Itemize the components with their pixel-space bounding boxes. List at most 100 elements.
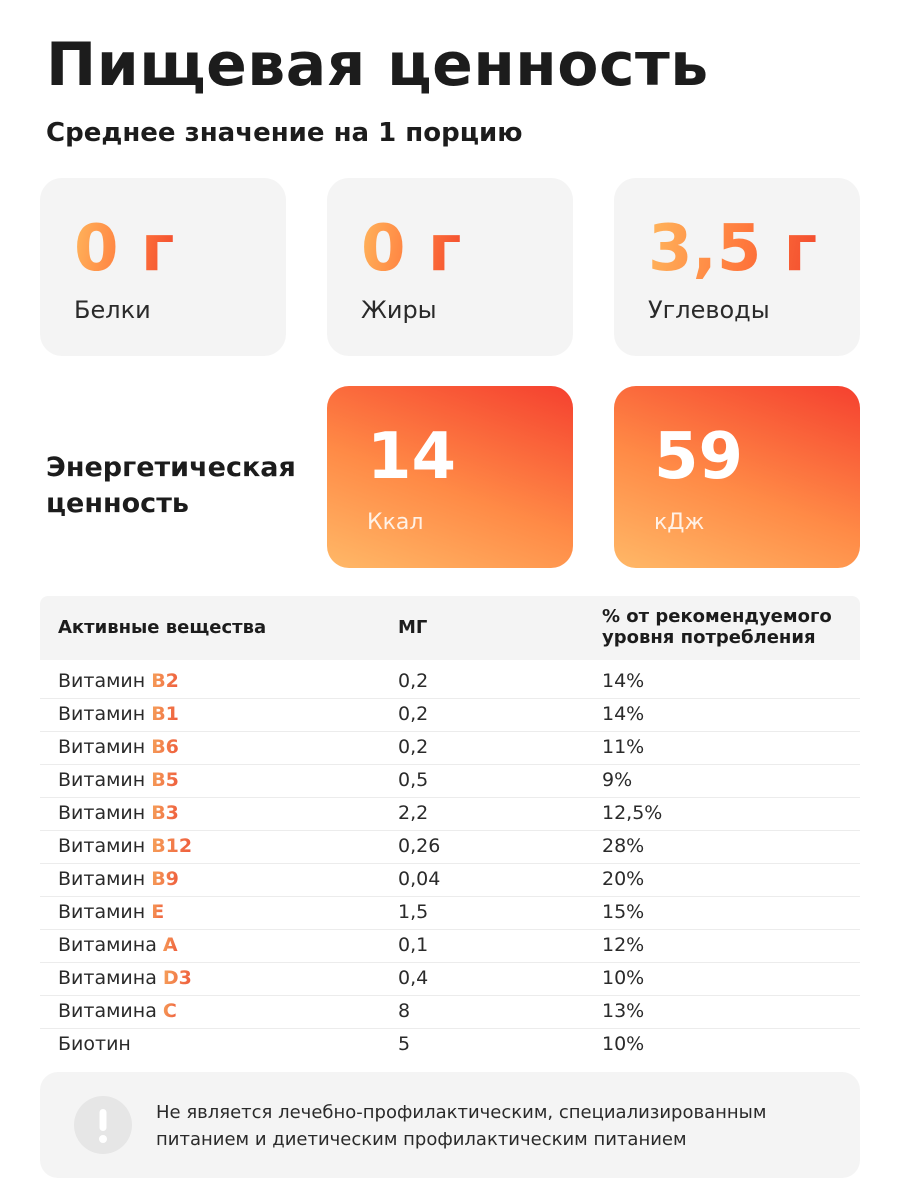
header-mg: МГ bbox=[398, 617, 428, 638]
energy-card-kcal: 14 Ккал bbox=[327, 386, 573, 568]
substance-prefix: Витамина bbox=[58, 934, 157, 956]
disclaimer-box: Не является лечебно-профилактическим, сп… bbox=[40, 1072, 860, 1178]
substance-prefix: Витамин bbox=[58, 835, 146, 857]
cell-mg: 0,1 bbox=[398, 934, 429, 956]
substance-prefix: Витамина bbox=[58, 1000, 157, 1022]
energy-title-line2: ценность bbox=[46, 488, 189, 519]
cell-percent: 15% bbox=[602, 901, 645, 923]
cell-mg: 0,04 bbox=[398, 868, 441, 890]
cell-percent: 13% bbox=[602, 1000, 645, 1022]
table-header: Активные вещества МГ % от рекомендуемого… bbox=[40, 596, 860, 660]
table-body: Витамин B2 0,2 14% Витамин B1 0,2 14% Витамин B6 0… bbox=[40, 660, 860, 1061]
macro-value-protein: 0 г bbox=[74, 212, 175, 286]
cell-mg: 0,2 bbox=[398, 736, 429, 758]
header-percent: % от рекомендуемого уровня потребления bbox=[602, 606, 832, 648]
cell-percent: 12,5% bbox=[602, 802, 663, 824]
cell-mg: 1,5 bbox=[398, 901, 429, 923]
energy-value-kj: 59 bbox=[654, 420, 744, 494]
table-row: Витамина D3 0,4 10% bbox=[40, 963, 860, 996]
vitamin-code: B1 bbox=[151, 703, 179, 725]
table-row: Витамин B3 2,2 12,5% bbox=[40, 798, 860, 831]
table-row: Витамин B6 0,2 11% bbox=[40, 732, 860, 765]
table-row: Витамина A 0,1 12% bbox=[40, 930, 860, 963]
cell-substance: Витамин B5 bbox=[58, 769, 179, 791]
energy-card-kj: 59 кДж bbox=[614, 386, 860, 568]
macro-label-protein: Белки bbox=[74, 296, 151, 324]
energy-title-line1: Энергетическая bbox=[46, 452, 296, 483]
cell-percent: 28% bbox=[602, 835, 645, 857]
substance-prefix: Витамин bbox=[58, 901, 146, 923]
header-substance: Активные вещества bbox=[58, 617, 267, 638]
table-row: Витамин E 1,5 15% bbox=[40, 897, 860, 930]
macro-card-fat: 0 г Жиры bbox=[327, 178, 573, 356]
macro-label-fat: Жиры bbox=[361, 296, 437, 324]
cell-substance: Витамина D3 bbox=[58, 967, 192, 989]
disclaimer-text: Не является лечебно-профилактическим, сп… bbox=[156, 1099, 846, 1153]
macro-value-fat: 0 г bbox=[361, 212, 462, 286]
vitamin-code: B12 bbox=[151, 835, 193, 857]
cell-mg: 5 bbox=[398, 1033, 411, 1055]
cell-substance: Биотин bbox=[58, 1033, 131, 1055]
cell-substance: Витамина A bbox=[58, 934, 178, 956]
energy-unit-kj: кДж bbox=[654, 510, 705, 535]
cell-mg: 0,2 bbox=[398, 703, 429, 725]
table-row: Витамина C 8 13% bbox=[40, 996, 860, 1029]
disclaimer-line2: питанием и диетическим профилактическим … bbox=[156, 1129, 687, 1150]
cell-substance: Витамин B2 bbox=[58, 670, 179, 692]
substance-prefix: Витамина bbox=[58, 967, 157, 989]
energy-value-kcal: 14 bbox=[367, 420, 457, 494]
substance-prefix: Витамин bbox=[58, 769, 146, 791]
header-percent-line2: уровня потребления bbox=[602, 627, 816, 648]
table-row: Биотин 5 10% bbox=[40, 1029, 860, 1061]
vitamin-code: A bbox=[162, 934, 178, 956]
table-row: Витамин B5 0,5 9% bbox=[40, 765, 860, 798]
cell-substance: Витамин B9 bbox=[58, 868, 179, 890]
vitamin-code: E bbox=[151, 901, 165, 923]
disclaimer-line1: Не является лечебно-профилактическим, сп… bbox=[156, 1102, 767, 1123]
vitamin-code: B6 bbox=[151, 736, 179, 758]
cell-percent: 14% bbox=[602, 703, 645, 725]
page-subtitle: Среднее значение на 1 порцию bbox=[46, 118, 523, 148]
header-percent-line1: % от рекомендуемого bbox=[602, 606, 832, 627]
cell-percent: 14% bbox=[602, 670, 645, 692]
cell-substance: Витамин E bbox=[58, 901, 164, 923]
cell-mg: 0,26 bbox=[398, 835, 441, 857]
vitamin-code: D3 bbox=[162, 967, 192, 989]
cell-percent: 10% bbox=[602, 1033, 645, 1055]
substance-prefix: Витамин bbox=[58, 736, 146, 758]
energy-unit-kcal: Ккал bbox=[367, 510, 424, 535]
cell-percent: 9% bbox=[602, 769, 633, 791]
vitamin-code: B5 bbox=[151, 769, 179, 791]
nutrients-table: Активные вещества МГ % от рекомендуемого… bbox=[40, 596, 860, 1061]
cell-mg: 0,5 bbox=[398, 769, 429, 791]
macro-value-carbs: 3,5 г bbox=[648, 212, 818, 286]
cell-substance: Витамин B1 bbox=[58, 703, 179, 725]
cell-substance: Витамина C bbox=[58, 1000, 177, 1022]
vitamin-code: B3 bbox=[151, 802, 179, 824]
macro-card-protein: 0 г Белки bbox=[40, 178, 286, 356]
table-row: Витамин B9 0,04 20% bbox=[40, 864, 860, 897]
cell-percent: 11% bbox=[602, 736, 645, 758]
cell-mg: 0,4 bbox=[398, 967, 429, 989]
cell-mg: 8 bbox=[398, 1000, 411, 1022]
cell-substance: Витамин B3 bbox=[58, 802, 179, 824]
macro-card-carbs: 3,5 г Углеводы bbox=[614, 178, 860, 356]
substance-prefix: Витамин bbox=[58, 802, 146, 824]
table-row: Витамин B1 0,2 14% bbox=[40, 699, 860, 732]
substance-prefix: Биотин bbox=[58, 1033, 131, 1055]
macro-label-carbs: Углеводы bbox=[648, 296, 770, 324]
cell-mg: 2,2 bbox=[398, 802, 429, 824]
cell-percent: 20% bbox=[602, 868, 645, 890]
energy-title: Энергетическая ценность bbox=[46, 450, 296, 522]
cell-substance: Витамин B6 bbox=[58, 736, 179, 758]
substance-prefix: Витамин bbox=[58, 703, 146, 725]
table-row: Витамин B12 0,26 28% bbox=[40, 831, 860, 864]
exclamation-icon bbox=[74, 1096, 132, 1154]
vitamin-code: C bbox=[162, 1000, 177, 1022]
cell-percent: 10% bbox=[602, 967, 645, 989]
page-title: Пищевая ценность bbox=[46, 30, 709, 100]
substance-prefix: Витамин bbox=[58, 670, 146, 692]
cell-substance: Витамин B12 bbox=[58, 835, 192, 857]
substance-prefix: Витамин bbox=[58, 868, 146, 890]
cell-mg: 0,2 bbox=[398, 670, 429, 692]
